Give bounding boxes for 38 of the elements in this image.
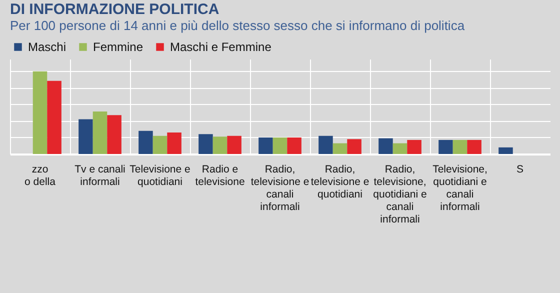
x-tick-label: Radio e televisione xyxy=(195,164,245,188)
bar xyxy=(407,140,422,154)
x-tick-label: Televisione e quotidiani xyxy=(130,164,191,188)
bar xyxy=(452,140,468,154)
chart-title: DI INFORMAZIONE POLITICA xyxy=(10,1,220,18)
legend-label: Maschi xyxy=(28,40,66,54)
chart-subtitle: Per 100 persone di 14 anni e più dello stesso sesso che si informano di politica xyxy=(10,18,466,33)
bar xyxy=(47,80,62,154)
bar xyxy=(467,140,482,154)
x-tick-label: Tv e canali informali xyxy=(74,164,126,188)
bar xyxy=(167,132,182,154)
bar xyxy=(227,136,242,154)
x-tick-label: Radio, televisione e canali informali xyxy=(250,164,310,213)
x-tick-label: Radio, televisione, quotidiani e canali informali xyxy=(373,164,428,226)
bar xyxy=(498,147,513,154)
bar xyxy=(32,71,48,154)
legend-label: Femmine xyxy=(93,40,144,54)
x-tick-label: Televisione, quotidiani e canali informali xyxy=(432,164,488,213)
bar xyxy=(78,119,93,154)
bar xyxy=(258,137,273,154)
bar xyxy=(332,143,348,154)
bar xyxy=(212,136,228,154)
x-tick-label: zzo o della xyxy=(24,164,56,188)
bar xyxy=(347,139,362,154)
bar xyxy=(438,140,453,154)
bar xyxy=(318,136,333,154)
bar xyxy=(107,115,122,154)
x-tick-label: Radio, televisione e quotidiani xyxy=(310,164,370,200)
legend-label: Maschi e Femmine xyxy=(170,40,272,54)
bar xyxy=(198,134,213,154)
x-tick-label: S xyxy=(516,164,524,176)
bar xyxy=(138,130,153,154)
bar xyxy=(287,137,302,154)
bar xyxy=(92,111,108,154)
bar xyxy=(272,137,288,154)
bar xyxy=(152,136,168,154)
bar xyxy=(392,143,408,154)
bar xyxy=(378,138,393,154)
